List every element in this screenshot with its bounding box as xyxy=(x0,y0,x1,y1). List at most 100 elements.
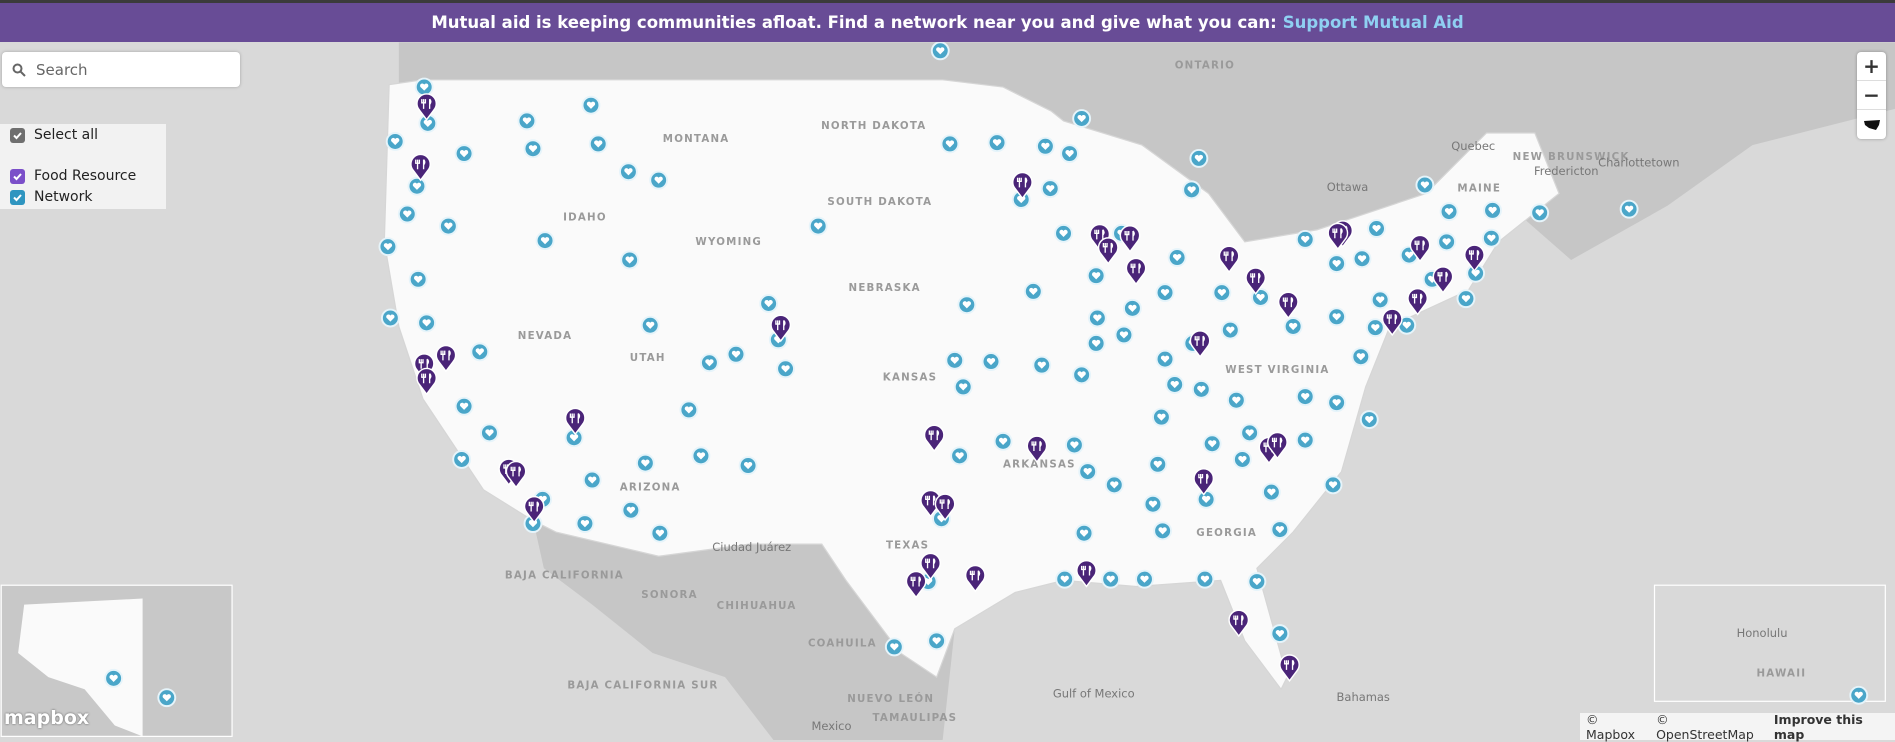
network-marker[interactable] xyxy=(1072,365,1092,385)
food-marker[interactable] xyxy=(1409,234,1431,263)
network-marker[interactable] xyxy=(1295,430,1315,450)
network-marker[interactable] xyxy=(1295,387,1315,407)
network-marker[interactable] xyxy=(157,688,177,708)
network-marker[interactable] xyxy=(1240,423,1260,443)
network-marker[interactable] xyxy=(1072,109,1092,128)
network-marker[interactable] xyxy=(1101,569,1121,589)
network-marker[interactable] xyxy=(523,139,543,159)
food-marker[interactable] xyxy=(1228,609,1250,638)
network-marker[interactable] xyxy=(408,269,428,289)
network-marker[interactable] xyxy=(517,111,537,131)
network-marker[interactable] xyxy=(1064,435,1084,455)
network-marker[interactable] xyxy=(635,453,655,473)
food-marker[interactable] xyxy=(523,495,545,524)
checkbox[interactable] xyxy=(10,189,25,205)
attribution-link[interactable]: © Mapbox xyxy=(1586,711,1635,742)
network-marker[interactable] xyxy=(1086,333,1106,353)
network-marker[interactable] xyxy=(535,231,555,251)
network-marker[interactable] xyxy=(454,396,474,416)
network-marker[interactable] xyxy=(1365,318,1385,338)
search-box[interactable]: Search xyxy=(2,52,240,87)
food-marker[interactable] xyxy=(505,460,527,489)
network-marker[interactable] xyxy=(650,523,670,543)
network-marker[interactable] xyxy=(619,162,638,182)
network-marker[interactable] xyxy=(738,456,758,475)
network-marker[interactable] xyxy=(1060,144,1079,163)
network-marker[interactable] xyxy=(1327,254,1347,274)
network-marker[interactable] xyxy=(987,133,1007,153)
food-marker[interactable] xyxy=(416,367,437,396)
network-marker[interactable] xyxy=(1619,199,1639,219)
network-marker[interactable] xyxy=(1054,223,1073,243)
food-marker[interactable] xyxy=(1279,654,1300,682)
checkbox[interactable] xyxy=(10,168,25,184)
checkbox[interactable] xyxy=(10,127,25,143)
network-marker[interactable] xyxy=(438,216,458,236)
food-marker[interactable] xyxy=(410,153,431,182)
network-marker[interactable] xyxy=(930,41,950,61)
network-marker[interactable] xyxy=(1078,462,1098,481)
network-marker[interactable] xyxy=(1351,347,1371,367)
network-marker[interactable] xyxy=(588,134,608,154)
network-marker[interactable] xyxy=(104,668,124,688)
network-marker[interactable] xyxy=(1032,355,1052,375)
food-marker[interactable] xyxy=(1012,171,1033,200)
food-marker[interactable] xyxy=(964,564,986,593)
network-marker[interactable] xyxy=(378,237,398,257)
network-marker[interactable] xyxy=(884,637,904,657)
network-marker[interactable] xyxy=(1367,219,1386,238)
mapbox-logo[interactable]: mapbox xyxy=(4,707,90,729)
network-marker[interactable] xyxy=(407,176,427,196)
network-marker[interactable] xyxy=(480,423,499,443)
network-marker[interactable] xyxy=(993,431,1013,451)
network-marker[interactable] xyxy=(1327,307,1347,327)
network-marker[interactable] xyxy=(1167,248,1187,267)
network-marker[interactable] xyxy=(1359,410,1379,430)
food-marker[interactable] xyxy=(1327,222,1349,251)
network-marker[interactable] xyxy=(1165,375,1185,394)
food-marker[interactable] xyxy=(1381,308,1403,337)
network-marker[interactable] xyxy=(414,77,434,97)
network-marker[interactable] xyxy=(1035,136,1055,156)
network-marker[interactable] xyxy=(1439,202,1459,222)
network-marker[interactable] xyxy=(1370,290,1390,310)
food-marker[interactable] xyxy=(1193,468,1215,496)
network-marker[interactable] xyxy=(1483,200,1502,220)
network-marker[interactable] xyxy=(1226,390,1246,410)
legend-row[interactable]: Food Resource xyxy=(10,168,136,184)
network-marker[interactable] xyxy=(1155,349,1175,369)
network-marker[interactable] xyxy=(1352,249,1372,269)
food-marker[interactable] xyxy=(1464,244,1485,273)
food-marker[interactable] xyxy=(1189,330,1211,358)
food-marker[interactable] xyxy=(1076,559,1097,588)
food-marker[interactable] xyxy=(1026,435,1048,464)
network-marker[interactable] xyxy=(1415,175,1435,195)
food-marker[interactable] xyxy=(920,552,941,581)
food-marker[interactable] xyxy=(435,344,457,373)
food-marker[interactable] xyxy=(413,353,435,381)
network-marker[interactable] xyxy=(581,95,601,115)
network-marker[interactable] xyxy=(1087,308,1107,328)
food-marker[interactable] xyxy=(1245,267,1267,296)
network-marker[interactable] xyxy=(1397,315,1417,335)
network-marker[interactable] xyxy=(621,500,641,520)
network-marker[interactable] xyxy=(1220,320,1240,340)
network-marker[interactable] xyxy=(940,134,960,154)
network-marker[interactable] xyxy=(1114,325,1134,345)
network-marker[interactable] xyxy=(679,400,699,420)
food-marker[interactable] xyxy=(1218,245,1240,274)
fit-usa[interactable] xyxy=(1857,110,1886,139)
banner-link[interactable]: Support Mutual Aid xyxy=(1282,13,1464,32)
network-marker[interactable] xyxy=(1122,298,1142,318)
network-marker[interactable] xyxy=(950,446,970,466)
network-marker[interactable] xyxy=(1074,523,1094,543)
network-marker[interactable] xyxy=(981,352,1001,371)
network-marker[interactable] xyxy=(1104,475,1124,495)
network-marker[interactable] xyxy=(1283,317,1303,336)
network-marker[interactable] xyxy=(1261,482,1281,502)
network-marker[interactable] xyxy=(1143,494,1163,514)
legend-row[interactable]: Select all xyxy=(10,127,98,143)
legend-row[interactable]: Network xyxy=(10,189,92,205)
zoom-in[interactable]: + xyxy=(1857,52,1886,81)
network-marker[interactable] xyxy=(953,377,973,397)
